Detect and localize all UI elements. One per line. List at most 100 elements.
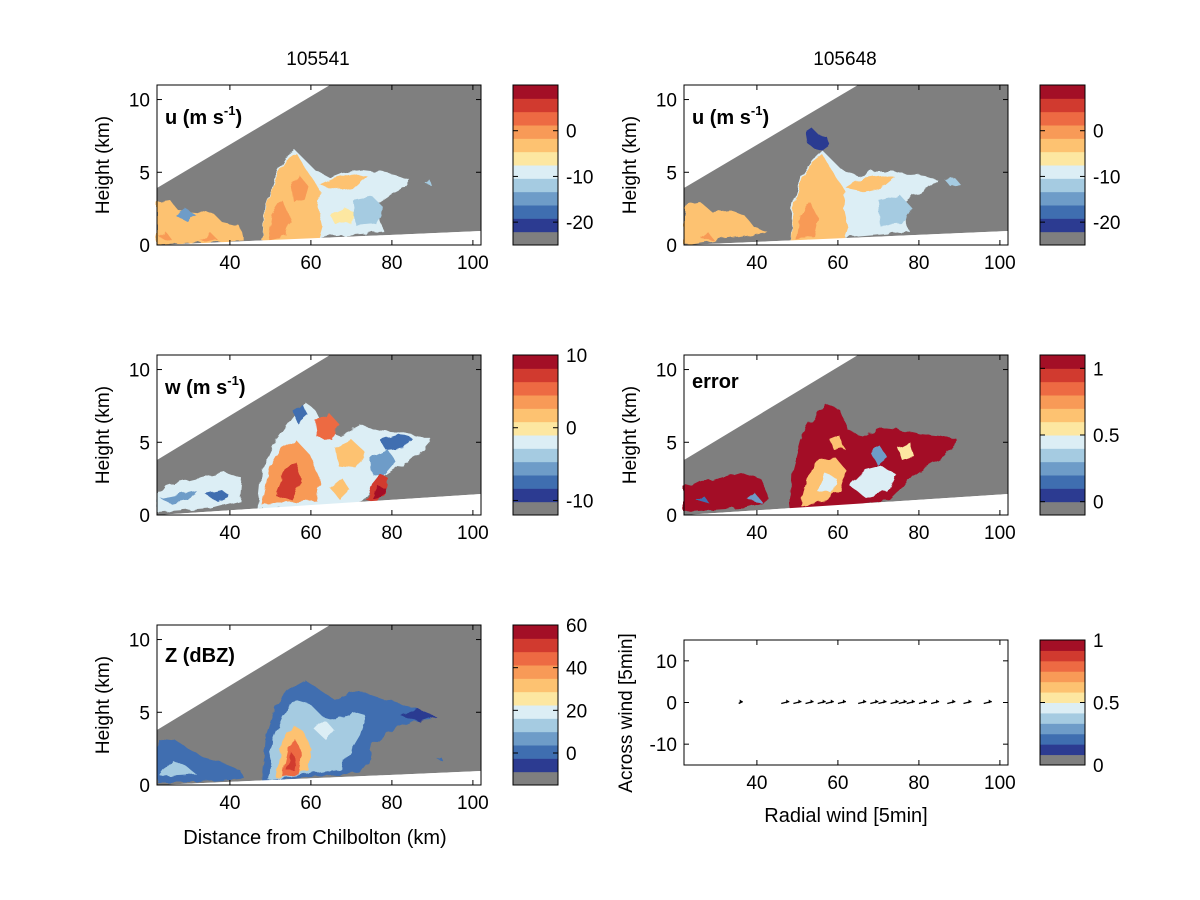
colorbar-segment	[513, 138, 558, 153]
colorbar-segment	[1040, 744, 1085, 756]
wind-vector-head	[936, 699, 940, 704]
colorbar-frame	[1039, 84, 1086, 246]
y-axis-label: Height (km)	[93, 116, 114, 214]
wind-vector-head	[903, 699, 907, 704]
colorbar-segment	[513, 111, 558, 126]
wind-vector-head	[923, 699, 927, 704]
colorbar-segment	[513, 758, 558, 773]
colorbar-segment	[1040, 205, 1085, 219]
colorbar-segment	[1040, 692, 1085, 703]
colorbar-segment	[1040, 671, 1085, 683]
wind-vector-head	[830, 699, 834, 704]
y-tick-label: 0	[139, 776, 150, 797]
y-axis-label: Height (km)	[620, 386, 641, 484]
colorbar-segment	[1040, 191, 1085, 206]
colorbar-segment	[513, 691, 558, 706]
x-tick-label: 40	[746, 773, 767, 794]
colorbar-segment	[1040, 138, 1085, 153]
panel-label: Z (dBZ)	[165, 645, 235, 667]
colorbar-segment	[1040, 723, 1085, 735]
colorbar-frame	[512, 624, 559, 786]
colorbar-segment	[1040, 488, 1085, 503]
y-tick-label: 5	[139, 163, 150, 184]
x-tick-label: 60	[827, 523, 848, 544]
colorbar-tick-label: 60	[566, 616, 587, 637]
colorbar-segment	[513, 178, 558, 193]
colorbar-tick-label: 10	[566, 346, 587, 367]
colorbar-tick-label: 0	[1093, 122, 1104, 143]
x-tick-label: 60	[300, 253, 321, 274]
colorbar-segment	[1040, 650, 1085, 662]
wind-vector-head	[822, 699, 826, 704]
x-tick-label: 100	[984, 773, 1016, 794]
colorbar-segment	[1040, 435, 1085, 449]
wind-vector-head	[883, 699, 887, 704]
axes-box	[156, 624, 482, 786]
panel-u-right: u (m s-1) Height (km)	[620, 84, 1009, 246]
colorbar-segment	[513, 731, 558, 746]
colorbar-segment	[1040, 660, 1085, 672]
wind-vector-head	[911, 699, 915, 704]
x-tick-label: 60	[827, 773, 848, 794]
colorbar-tick-label: -20	[1093, 213, 1120, 234]
colorbar-frame	[512, 84, 559, 246]
colorbar-segment	[513, 421, 558, 436]
y-tick-label: 10	[656, 652, 677, 673]
below-horizon	[157, 771, 481, 785]
colorbar-segment	[513, 85, 558, 99]
below-horizon	[684, 494, 1008, 515]
x-tick-label: 80	[381, 253, 402, 274]
x-tick-label: 80	[381, 523, 402, 544]
colorbar-segment	[1040, 178, 1085, 193]
colorbar-segment	[513, 165, 558, 179]
y-axis-label: Height (km)	[620, 116, 641, 214]
x-tick-label: 40	[746, 253, 767, 274]
colorbar-tick-label: 0	[1093, 493, 1104, 514]
wind-vector-head	[810, 699, 814, 704]
x-tick-label: 100	[984, 523, 1016, 544]
colorbar-segment	[513, 435, 558, 449]
y-tick-label: 10	[129, 361, 150, 382]
y-tick-label: 0	[666, 694, 677, 715]
colorbar-segment	[513, 745, 558, 759]
x-tick-label: 80	[908, 253, 929, 274]
colorbar-segment	[513, 461, 558, 476]
colorbar-segment	[1040, 165, 1085, 179]
x-axis-label: Distance from Chilbolton (km)	[183, 827, 446, 849]
colorbar-segment	[513, 665, 558, 679]
below-horizon	[157, 231, 481, 245]
panel-label: error	[692, 371, 739, 393]
wind-vector-head	[875, 699, 879, 704]
colorbar-segment	[513, 125, 558, 139]
colorbar-segment	[1040, 85, 1085, 99]
panel-label: w (m s-1)	[164, 373, 245, 399]
y-tick-label: 10	[656, 91, 677, 112]
colorbar-segment	[1040, 231, 1085, 246]
axes-box	[683, 354, 1009, 516]
colorbar-tick-label: 1	[1093, 631, 1104, 652]
colorbar-segment	[513, 705, 558, 719]
colorbar-segment	[1040, 754, 1085, 766]
colorbar-tick-label: 0	[566, 122, 577, 143]
error-field	[684, 404, 958, 512]
colorbar-segment	[513, 638, 558, 653]
colorbar-segment	[1040, 381, 1085, 396]
below-horizon	[157, 494, 481, 515]
colorbar-segment	[513, 678, 558, 693]
panel-label: u (m s-1)	[692, 103, 769, 129]
colorbar-segment	[513, 625, 558, 639]
colorbar-segment	[1040, 98, 1085, 113]
colorbar-segment	[1040, 702, 1085, 714]
x-tick-label: 100	[457, 253, 489, 274]
y-tick-label: 0	[666, 506, 677, 527]
wind-vector-head	[988, 699, 992, 704]
colorbar-segment	[513, 771, 558, 786]
grey-sector	[684, 85, 1008, 245]
panel-error: error Height (km)	[620, 354, 1009, 516]
title-right: 105648	[813, 49, 876, 70]
colorbar-segment	[513, 191, 558, 206]
y-axis-label: Height (km)	[93, 386, 114, 484]
colorbar-segment	[513, 98, 558, 113]
